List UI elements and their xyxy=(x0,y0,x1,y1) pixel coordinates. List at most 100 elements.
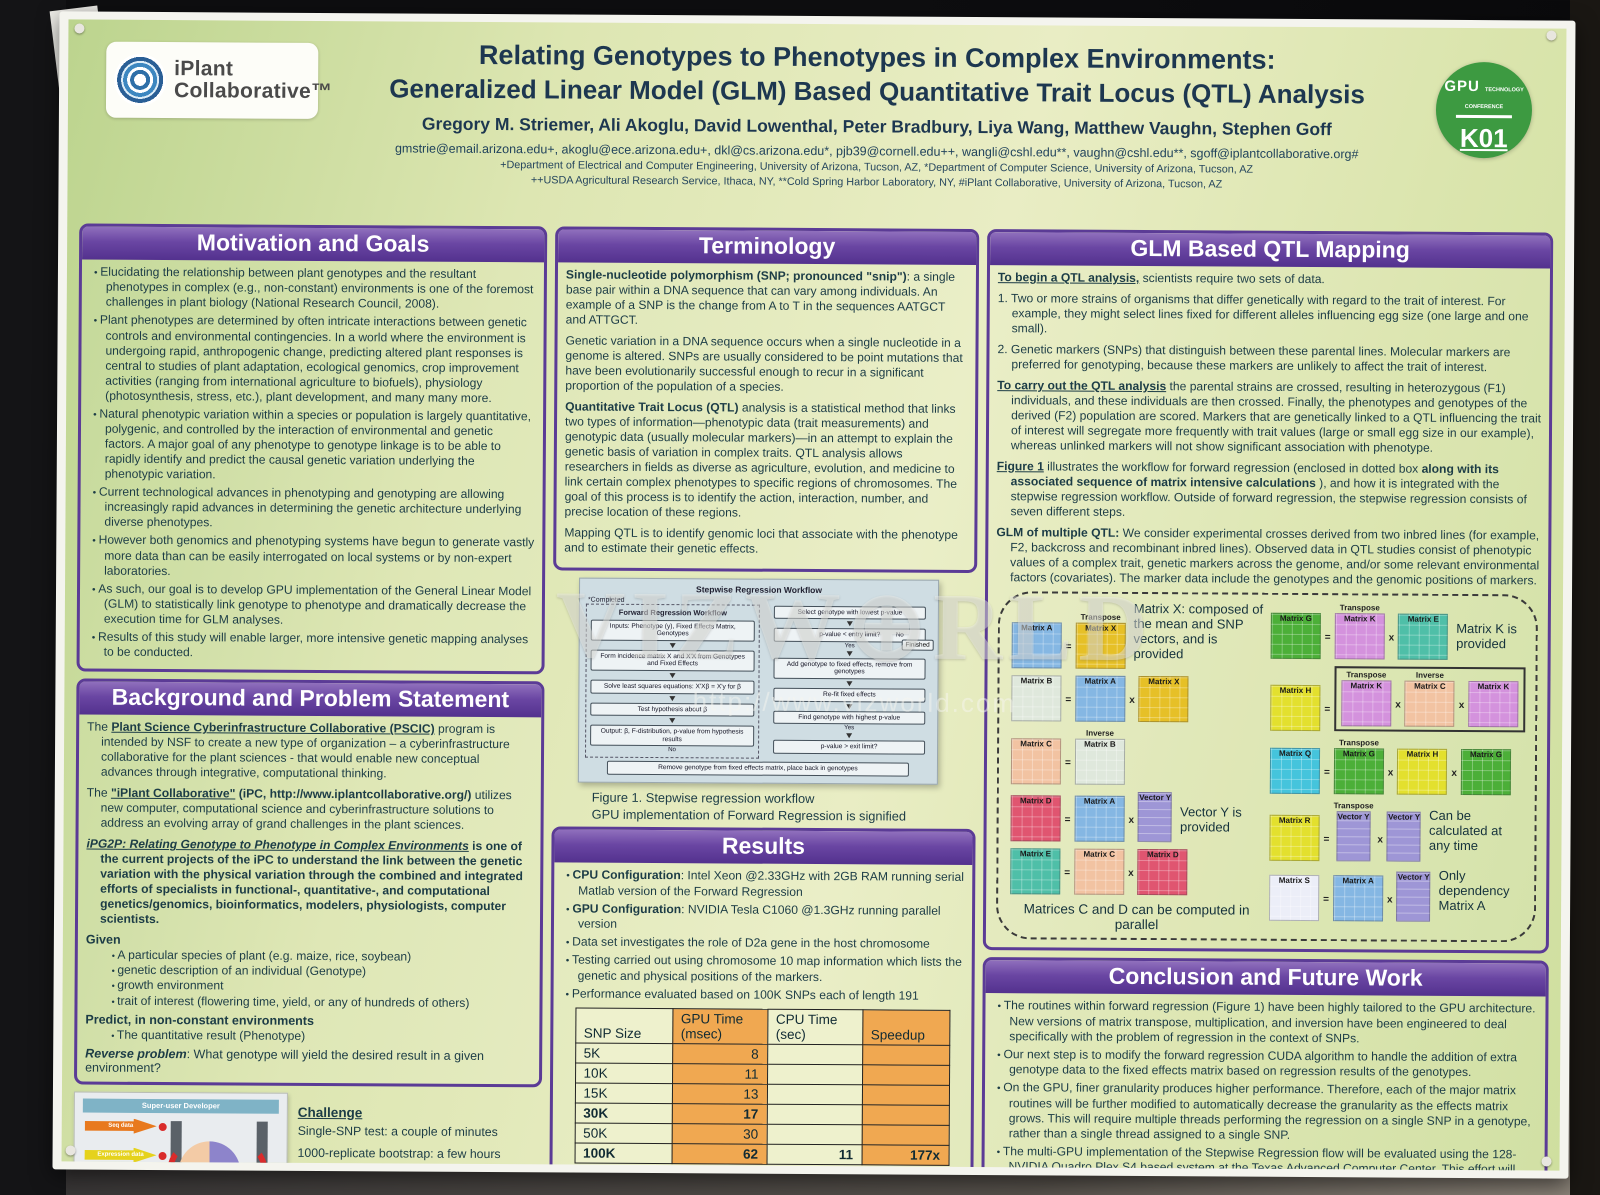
results-bullets: CPU Configuration: Intel Xeon @2.33GHz w… xyxy=(562,868,965,1004)
table-row: 15K 13 xyxy=(574,1083,950,1106)
bullet-item: The multi-GPU implementation of the Step… xyxy=(996,1144,1536,1171)
flow-box: Inputs: Phenotype (y), Fixed Effects Mat… xyxy=(590,619,755,642)
table-cell: 30K xyxy=(574,1103,672,1124)
matrix-tile: Vector Y xyxy=(1396,871,1431,922)
matrix-diagram: Matrix A = Transpose Matrix X Matrix X: comp… xyxy=(995,590,1539,943)
flow-box: p-value > exit limit? xyxy=(772,739,926,755)
matrix-tile: Transpose Matrix X xyxy=(1075,613,1126,670)
poster: VIZW⊕RLD http://www.vizworld.com iPlant … xyxy=(52,11,1576,1179)
badge-gpu-label: GPU TECHNOLOGY CONFERENCE xyxy=(1444,77,1524,111)
iplant-swirl-icon xyxy=(113,53,167,107)
right-column: GLM Based QTL Mapping To begin a QTL ana… xyxy=(980,229,1554,1171)
table-header-cell: SNP Size xyxy=(575,1008,673,1044)
workflow-completed-note: *Completed xyxy=(587,596,625,604)
figure1-workflow-panel: Stepwise Regression Workflow *Completed … xyxy=(577,577,940,785)
matrix-tile: Inverse Matrix C xyxy=(1404,670,1455,727)
figure1-caption-line2: GPU implementation of Forward Regression… xyxy=(591,806,907,824)
matrix-tile: Transpose Matrix K xyxy=(1334,603,1385,660)
left-column: Motivation and Goals Elucidating the rel… xyxy=(72,223,548,1171)
bullet-item: Data set investigates the role of D2a ge… xyxy=(566,934,964,952)
poster-title-line1: Relating Genotypes to Phenotypes in Comp… xyxy=(478,39,1276,75)
conference-badge: GPU TECHNOLOGY CONFERENCE K01 xyxy=(1435,61,1537,159)
matrix-tile: Matrix E xyxy=(1398,613,1449,660)
table-header-cell: Speedup xyxy=(862,1009,950,1046)
table-cell: 50K xyxy=(574,1123,672,1144)
diagram-top-banner: Super-user Developer xyxy=(82,1098,279,1114)
gtc-badge-circle: GPU TECHNOLOGY CONFERENCE K01 xyxy=(1435,61,1533,159)
paragraph: The Plant Science Cyberinfrastructure Co… xyxy=(87,720,510,781)
flow-arrow xyxy=(669,642,676,649)
paragraph: Single-SNP test: a couple of minutes xyxy=(297,1123,498,1139)
bullet-item: Performance evaluated based on 100K SNPs… xyxy=(566,986,964,1004)
bullet-item: However both genomics and phenotyping sy… xyxy=(92,533,535,581)
flow-arrow xyxy=(846,703,853,709)
matrix-left-caption: Matrices C and D can be computed in para… xyxy=(1023,901,1250,933)
matrix-tile: Transpose Vector Y xyxy=(1333,801,1374,862)
matrix-tile: Matrix D xyxy=(1137,849,1188,896)
authors: Gregory M. Striemer, Ali Akoglu, David L… xyxy=(421,113,1332,140)
matrix-tile: Matrix D xyxy=(1010,795,1061,842)
conclusion-header: Conclusion and Future Work xyxy=(985,960,1546,997)
table-cell: 62 xyxy=(671,1143,767,1165)
pushpin xyxy=(74,23,85,34)
paragraph: Quantitative Trait Locus (QTL) analysis … xyxy=(564,399,958,520)
table-cell xyxy=(861,1124,949,1146)
flow-box: Select genotype with lowest p-value xyxy=(773,605,927,620)
matrix-note: Vector Y is provided xyxy=(1179,803,1242,835)
table-cell: 15K xyxy=(574,1083,673,1104)
matrix-tile: Matrix A xyxy=(1011,622,1062,669)
matrix-equation-row: Matrix A = Transpose Matrix X Matrix X: comp… xyxy=(1011,601,1265,670)
matrix-tile: Matrix R xyxy=(1269,814,1320,861)
finished-box: Finished xyxy=(901,639,934,651)
matrix-note: Can be calculated at any time xyxy=(1428,807,1503,853)
badge-session-code: K01 xyxy=(1459,122,1508,154)
results-header: Results xyxy=(554,829,973,866)
table-cell xyxy=(766,1124,862,1145)
flow-arrow xyxy=(669,695,676,701)
figure1-caption: Figure 1. Stepwise regression workflow G… xyxy=(592,790,976,826)
section-glm: GLM Based QTL Mapping To begin a QTL ana… xyxy=(982,229,1554,954)
diagram-bar-right xyxy=(255,1121,268,1171)
background-header: Background and Problem Statement xyxy=(79,681,542,718)
bullet-item: As such, our goal is to develop GPU impl… xyxy=(92,581,534,629)
glm-paragraphs: To begin a QTL analysis, scientists requ… xyxy=(996,270,1542,588)
given-items: A particular species of plant (e.g. maiz… xyxy=(85,948,531,1011)
flow-arrow xyxy=(846,621,853,627)
table-cell: 5K xyxy=(575,1043,673,1064)
table-cell xyxy=(861,1084,950,1106)
table-header-cell: CPU Time (sec) xyxy=(767,1009,863,1045)
matrix-tile: Inverse Matrix B xyxy=(1074,729,1125,786)
table-cell xyxy=(862,1044,950,1066)
paragraph: 2. Genetic markers (SNPs) that distingui… xyxy=(997,342,1511,375)
paragraph: 1. Two or more strains of organisms that… xyxy=(997,291,1529,336)
table-row: 50K 30 xyxy=(574,1123,949,1146)
paragraph: 1000-replicate bootstrap: a few hours xyxy=(297,1145,501,1161)
table-cell xyxy=(861,1104,949,1126)
poster-header: iPlant Collaborative™ Relating Genotypes… xyxy=(79,28,1554,233)
matrix-group-left: Matrix A = Transpose Matrix X Matrix X: comp… xyxy=(1010,601,1265,935)
forward-regression-box: Forward Regression Workflow Inputs: Phen… xyxy=(585,603,760,760)
background-paragraphs: The Plant Science Cyberinfrastructure Co… xyxy=(86,720,533,930)
matrix-equation-row: Matrix C = Inverse Matrix B xyxy=(1010,729,1264,787)
predict-items: The quantitative result (Phenotype) xyxy=(85,1027,531,1045)
paragraph: Runtimes only gets larger (months to yea… xyxy=(297,1167,541,1170)
motivation-bullets: Elucidating the relationship between pla… xyxy=(88,265,536,663)
diagram-dot xyxy=(158,1122,167,1131)
badge-divider xyxy=(1455,114,1512,119)
affiliation-2: ++USDA Agricultural Research Service, It… xyxy=(530,174,1223,191)
header-center: Relating Genotypes to Phenotypes in Comp… xyxy=(317,29,1436,192)
iplant-logo-line2: Collaborative™ xyxy=(173,79,333,104)
matrix-tile: Transpose Matrix K xyxy=(1341,670,1392,727)
bullet-item: The routines within forward regression (… xyxy=(997,999,1537,1048)
table-cell xyxy=(767,1064,863,1085)
flow-arrow xyxy=(846,681,853,687)
matrix-tile: Matrix S xyxy=(1269,874,1320,921)
